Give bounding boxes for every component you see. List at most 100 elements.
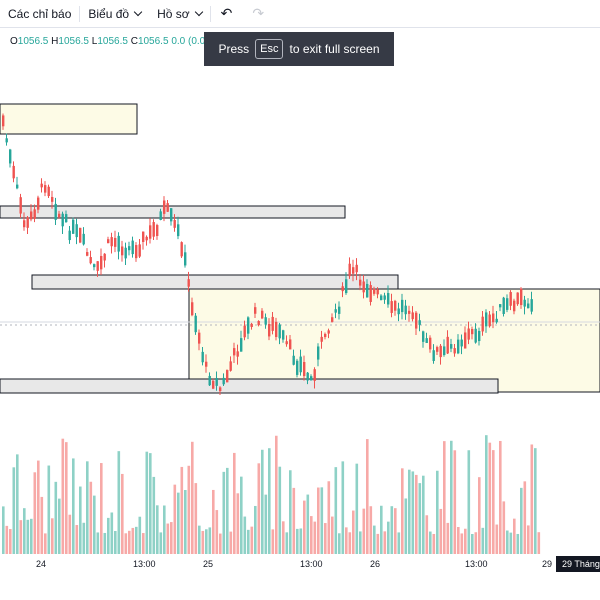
volume-bar [401,468,404,554]
volume-bar [432,533,436,554]
volume-bar [187,465,191,554]
candle-body [30,211,33,220]
candle-body [156,225,159,236]
volume-bar [177,492,180,554]
volume-bar [320,487,324,554]
volume-bar [460,533,464,554]
close-value: 1056.5 [137,36,169,47]
volume-bar [485,435,488,554]
candle-body [478,330,481,342]
candle-body [432,350,435,361]
candle-body [257,320,260,326]
candle-body [474,328,477,343]
volume-bar [383,531,387,554]
candle-body [205,361,208,367]
volume-bar [418,483,422,554]
indicators-button[interactable]: Các chỉ báo [0,0,79,28]
candle-body [408,310,411,314]
candle-body [131,240,134,255]
volume-bar [352,510,355,554]
candle-body [103,253,106,261]
ohlc-legend: O1056.5 H1056.5 L1056.5 C1056.5 0.0 (0.0… [10,36,223,47]
candle-body [96,261,99,271]
candle-body [187,279,190,287]
volume-bar [5,525,9,554]
candle-body [44,185,47,193]
candle-body [464,332,467,349]
redo-icon: ↷ [252,5,265,21]
volume-bar [65,442,68,554]
candle-body [12,165,15,179]
indicators-label: Các chỉ báo [8,6,72,21]
volume-bar [261,449,264,554]
volume-bar [474,532,478,554]
candle-body [310,376,313,381]
volume-bar [54,481,58,554]
volume-bar [397,532,401,554]
time-label: 25 [203,559,213,569]
candle-body [51,196,54,202]
candle-body [149,225,152,239]
high-label: H [51,36,59,47]
candle-body [222,377,225,385]
volume-bar [226,467,229,554]
volume-bar [313,521,317,554]
volume-bar [233,452,236,554]
candle-body [19,197,22,214]
candle-body [446,336,449,354]
volume-bar [72,458,75,554]
candle-body [296,360,299,375]
candle-body [282,330,285,340]
candle-body [229,361,232,371]
volume-bar [464,528,467,554]
candle-body [338,306,341,314]
candle-layer [2,113,533,395]
candle-body [110,237,113,247]
high-value: 1056.5 [58,36,89,47]
volume-bar [159,532,163,554]
volume-bar [523,481,527,554]
volume-bar [236,493,240,554]
volume-bar [296,528,299,554]
redo-button[interactable]: ↷ [242,0,274,28]
volume-bar [47,465,51,554]
candle-body [443,346,446,356]
candle-body [366,283,369,298]
volume-bar [222,471,226,554]
volume-bar [481,527,485,554]
volume-bar [33,472,37,554]
volume-bar [303,500,306,554]
candle-body [373,288,376,294]
volume-bar [362,508,366,554]
candle-body [184,252,187,266]
candle-body [439,345,442,358]
candle-body [233,348,236,356]
volume-bar [457,527,460,554]
candle-body [324,333,327,338]
candle-body [520,288,523,306]
time-axis: 24 13:00 25 13:00 26 13:00 29 [36,559,552,569]
undo-button[interactable]: ↶ [211,0,243,28]
volume-bar [509,532,513,554]
candle-body [5,138,8,143]
volume-bar [12,467,16,554]
candle-body [37,197,40,210]
volume-bar [212,489,215,554]
volume-bar [537,532,541,554]
volume-bar [82,522,86,554]
volume-bar [488,442,492,554]
volume-bar [471,533,474,554]
volume-bar [534,448,537,554]
time-label: 24 [36,559,46,569]
profile-menu-button[interactable]: Hồ sơ [149,0,210,28]
volume-bar [327,481,331,554]
candle-body [152,222,155,237]
chart-menu-button[interactable]: Biểu đồ [80,0,149,28]
volume-bar [478,477,481,554]
candle-body [240,338,243,352]
fullscreen-toast: Press Esc to exit full screen [204,32,394,66]
volume-bar [527,525,530,554]
candle-body [68,230,71,241]
volume-bar [240,476,243,554]
